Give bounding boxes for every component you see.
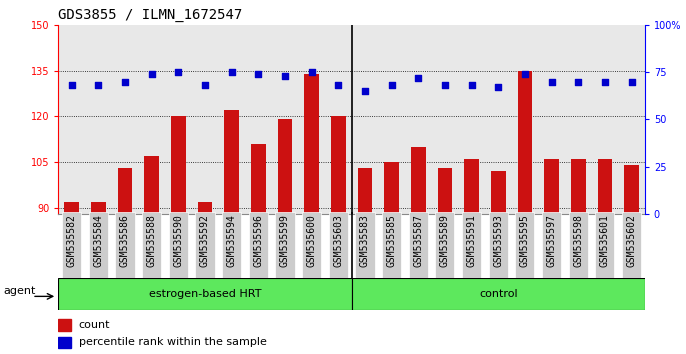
Bar (357, 169, 372, 214)
Bar (517, 70, 532, 214)
FancyBboxPatch shape (169, 212, 188, 278)
Point (519, 71, 530, 77)
Text: GSM535601: GSM535601 (600, 215, 610, 267)
Text: GSM535603: GSM535603 (333, 215, 343, 267)
Bar (58, 337, 71, 348)
Text: GSM535588: GSM535588 (147, 215, 156, 267)
Bar (64, 202, 79, 214)
Point (333, 82, 344, 88)
FancyBboxPatch shape (515, 212, 534, 278)
FancyBboxPatch shape (115, 212, 134, 278)
Point (359, 88, 370, 94)
Text: GSM535583: GSM535583 (360, 215, 370, 267)
Text: GSM535596: GSM535596 (253, 215, 263, 267)
Text: GSM535600: GSM535600 (307, 215, 316, 267)
Point (119, 79, 130, 84)
Bar (624, 165, 639, 214)
FancyBboxPatch shape (248, 212, 268, 278)
Text: GSM535602: GSM535602 (626, 215, 637, 267)
Text: GSM535591: GSM535591 (466, 215, 477, 267)
FancyBboxPatch shape (88, 212, 108, 278)
FancyBboxPatch shape (58, 278, 351, 310)
Bar (171, 116, 186, 214)
Point (626, 79, 637, 84)
Bar (144, 156, 159, 214)
FancyBboxPatch shape (488, 212, 508, 278)
FancyBboxPatch shape (351, 278, 645, 310)
Point (573, 79, 584, 84)
Text: GSM535597: GSM535597 (547, 215, 556, 267)
FancyBboxPatch shape (302, 212, 321, 278)
Point (252, 71, 263, 77)
Bar (251, 144, 265, 214)
FancyBboxPatch shape (622, 212, 641, 278)
FancyBboxPatch shape (569, 212, 588, 278)
FancyBboxPatch shape (222, 212, 241, 278)
Point (546, 79, 557, 84)
Text: GSM535590: GSM535590 (174, 215, 183, 267)
Bar (464, 159, 479, 214)
FancyBboxPatch shape (382, 212, 401, 278)
FancyBboxPatch shape (329, 212, 348, 278)
Point (440, 82, 451, 88)
FancyBboxPatch shape (275, 212, 294, 278)
Point (93, 82, 104, 88)
Text: control: control (479, 289, 517, 299)
Point (173, 69, 184, 75)
Bar (411, 147, 425, 214)
Bar (198, 202, 212, 214)
Bar (91, 202, 106, 214)
FancyBboxPatch shape (595, 212, 615, 278)
Point (386, 82, 397, 88)
FancyBboxPatch shape (355, 212, 375, 278)
Text: GSM535582: GSM535582 (67, 215, 77, 267)
FancyBboxPatch shape (436, 212, 455, 278)
Text: agent: agent (3, 286, 35, 296)
Text: count: count (79, 320, 110, 330)
Text: GDS3855 / ILMN_1672547: GDS3855 / ILMN_1672547 (58, 8, 243, 22)
Bar (544, 159, 559, 214)
Bar (438, 169, 452, 214)
Text: GSM535592: GSM535592 (200, 215, 210, 267)
Bar (491, 171, 506, 214)
Point (226, 69, 237, 75)
Point (306, 69, 317, 75)
Point (413, 75, 424, 81)
Text: estrogen-based HRT: estrogen-based HRT (149, 289, 261, 299)
Bar (278, 120, 292, 214)
Text: GSM535585: GSM535585 (387, 215, 397, 267)
Point (493, 85, 504, 90)
Text: GSM535599: GSM535599 (280, 215, 290, 267)
Point (600, 79, 611, 84)
Bar (117, 169, 132, 214)
Text: GSM535589: GSM535589 (440, 215, 450, 267)
Bar (331, 116, 346, 214)
FancyBboxPatch shape (62, 212, 81, 278)
Point (279, 73, 290, 79)
Point (146, 71, 157, 77)
Bar (571, 159, 586, 214)
Bar (224, 110, 239, 214)
Bar (384, 162, 399, 214)
FancyBboxPatch shape (409, 212, 428, 278)
FancyBboxPatch shape (196, 212, 215, 278)
Text: GSM535593: GSM535593 (493, 215, 504, 267)
Point (200, 82, 211, 88)
Text: GSM535594: GSM535594 (226, 215, 237, 267)
Text: GSM535595: GSM535595 (520, 215, 530, 267)
Bar (58, 319, 71, 331)
Text: GSM535584: GSM535584 (93, 215, 104, 267)
Point (66, 82, 77, 88)
FancyBboxPatch shape (462, 212, 481, 278)
Text: GSM535587: GSM535587 (413, 215, 423, 267)
Text: GSM535598: GSM535598 (573, 215, 583, 267)
Text: percentile rank within the sample: percentile rank within the sample (79, 337, 267, 347)
Bar (305, 74, 319, 214)
Bar (598, 159, 612, 214)
FancyBboxPatch shape (542, 212, 561, 278)
FancyBboxPatch shape (142, 212, 161, 278)
Point (466, 82, 477, 88)
Text: GSM535586: GSM535586 (120, 215, 130, 267)
